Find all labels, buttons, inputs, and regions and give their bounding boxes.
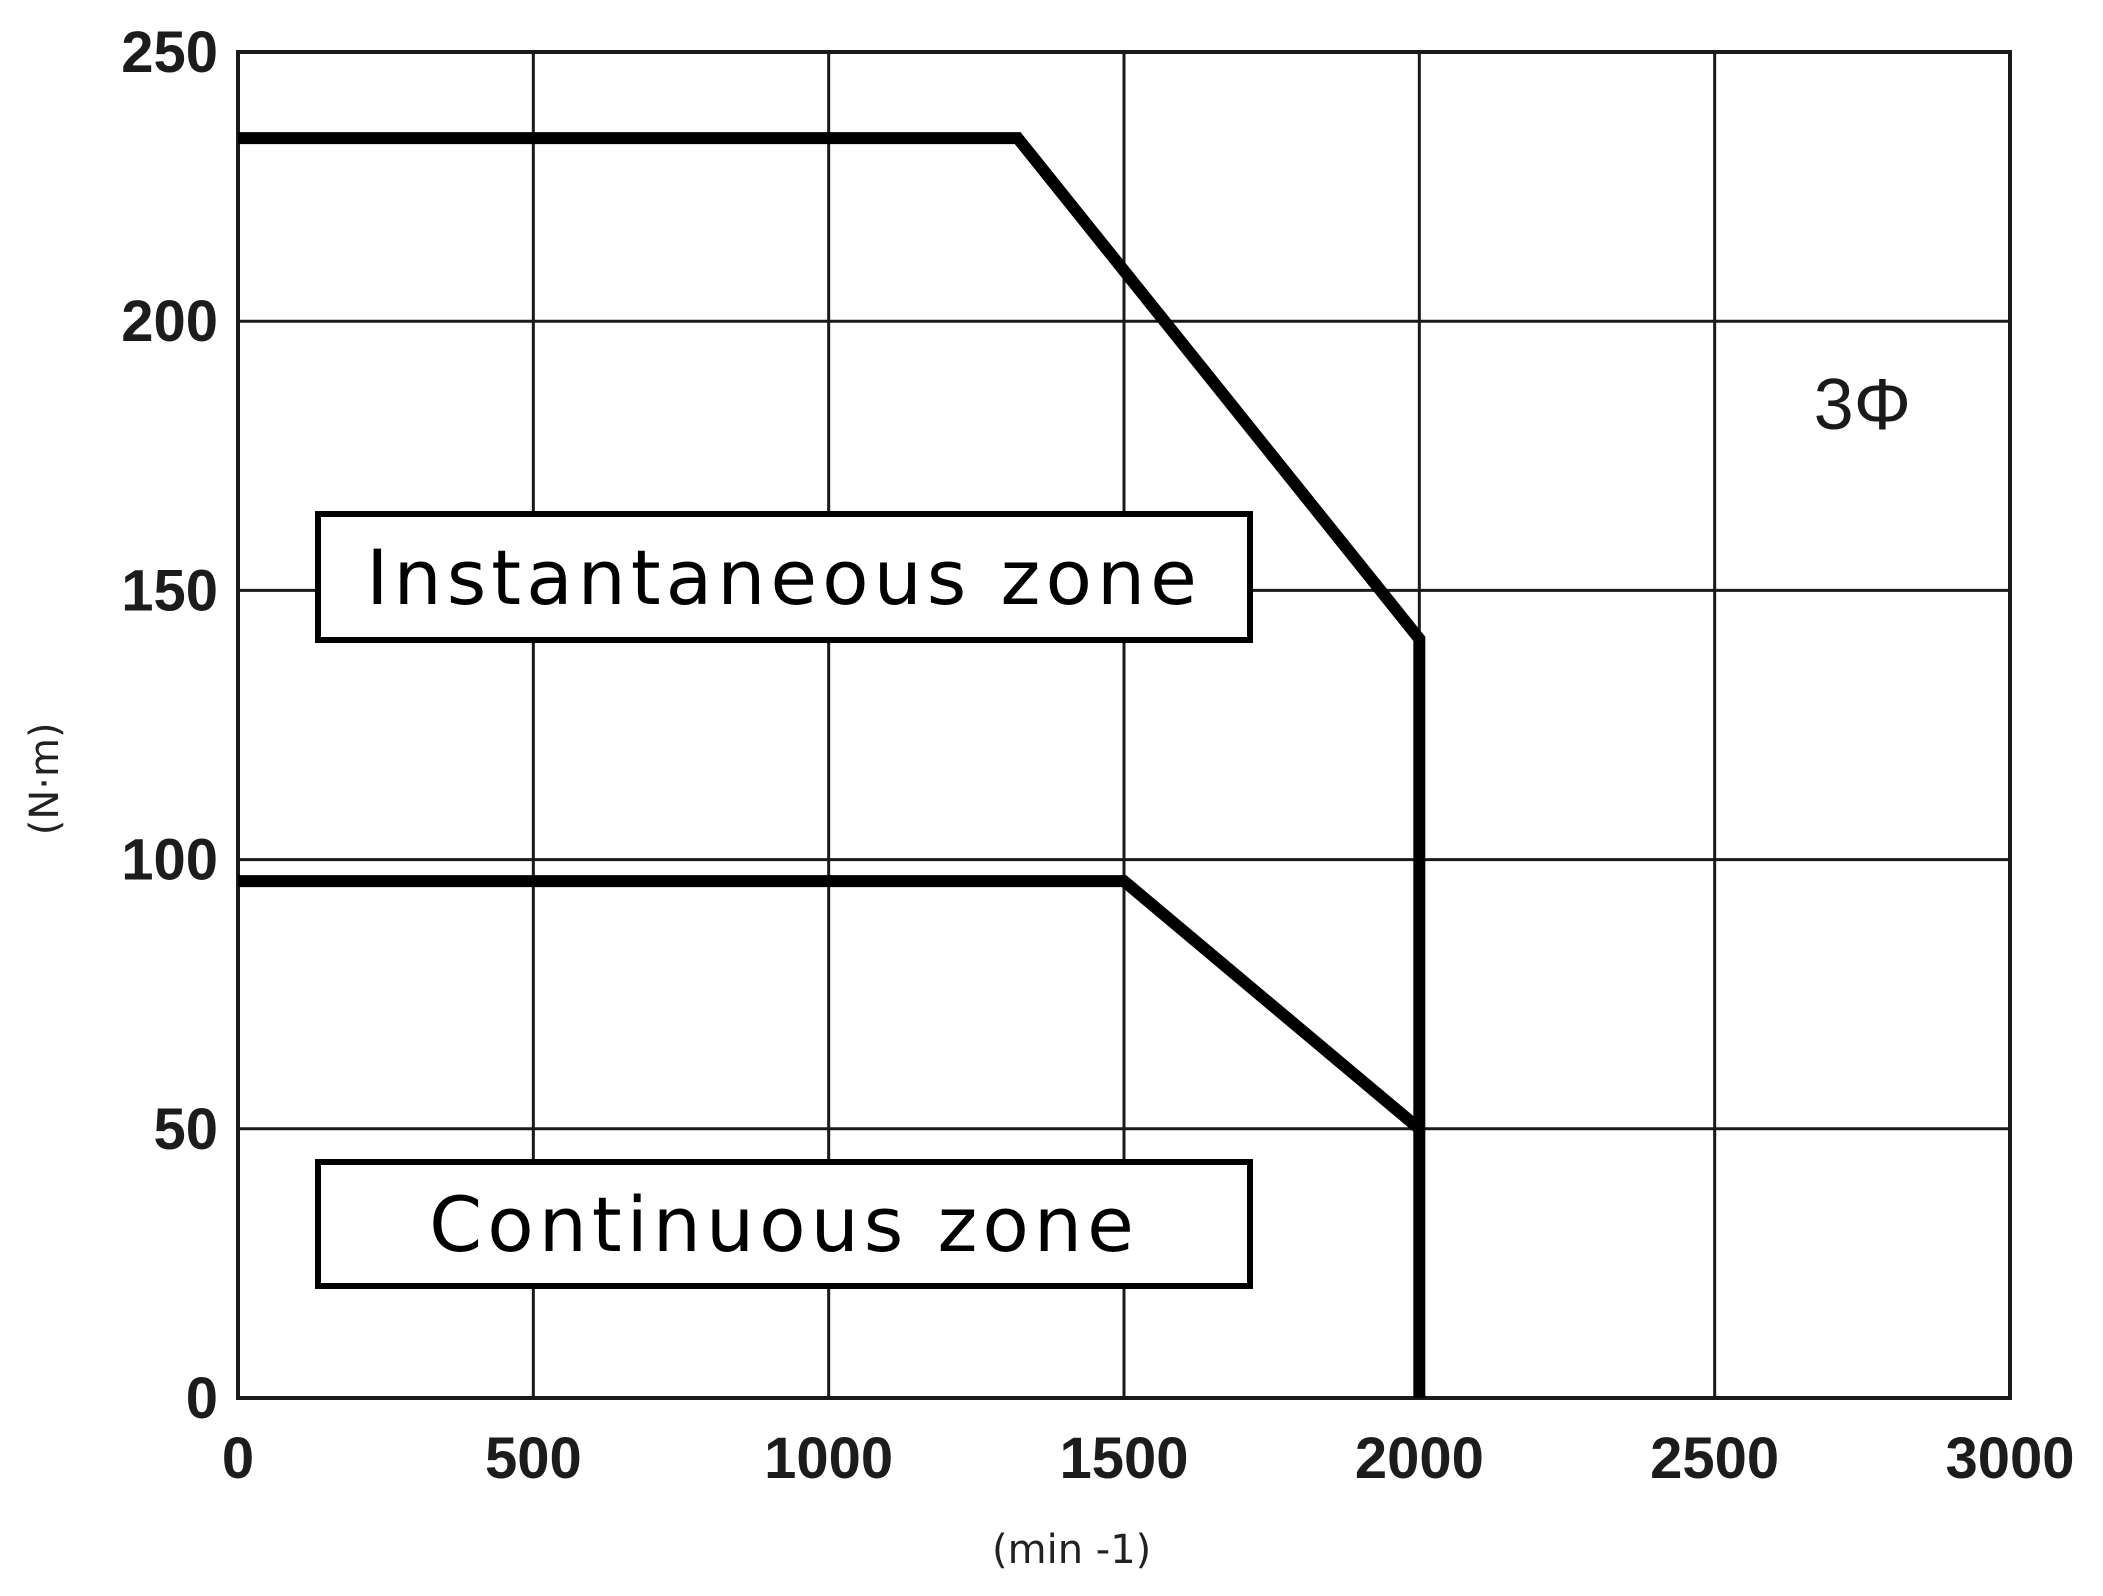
plot-frame [236,50,2012,1400]
x-axis-label: (min -1) [992,1527,1151,1573]
y-tick-label: 50 [153,1097,218,1162]
continuous-zone-label: Continuous zone [429,1180,1139,1269]
instantaneous-zone-label: Instantaneous zone [366,533,1202,622]
y-axis-label: (N·m) [22,722,68,835]
continuous-zone-frame [315,1159,1253,1289]
y-tick-label: 200 [121,289,218,354]
x-tick-label: 1500 [1059,1426,1188,1491]
instantaneous-curve [238,132,1426,1398]
x-tick-labels: 0 500 1000 1500 2000 2500 3000 [222,1426,2075,1491]
continuous-zone-box: Continuous zone [315,1159,1253,1289]
instantaneous-zone-box: Instantaneous zone [315,511,1253,643]
continuous-curve [238,875,1424,1134]
y-tick-label: 150 [121,558,218,623]
x-tick-label: 2000 [1355,1426,1484,1491]
y-tick-label: 0 [186,1366,218,1431]
y-tick-labels: 0 50 100 150 200 250 [121,20,218,1431]
instantaneous-zone-frame [315,511,1253,643]
phase-label: 3Φ [1814,365,1912,445]
y-tick-label: 250 [121,20,218,85]
x-tick-label: 3000 [1945,1426,2074,1491]
curves [238,132,1426,1398]
y-tick-label: 100 [121,828,218,893]
x-tick-label: 2500 [1650,1426,1779,1491]
x-tick-label: 0 [222,1426,254,1491]
x-tick-label: 500 [485,1426,582,1491]
x-tick-label: 1000 [764,1426,893,1491]
